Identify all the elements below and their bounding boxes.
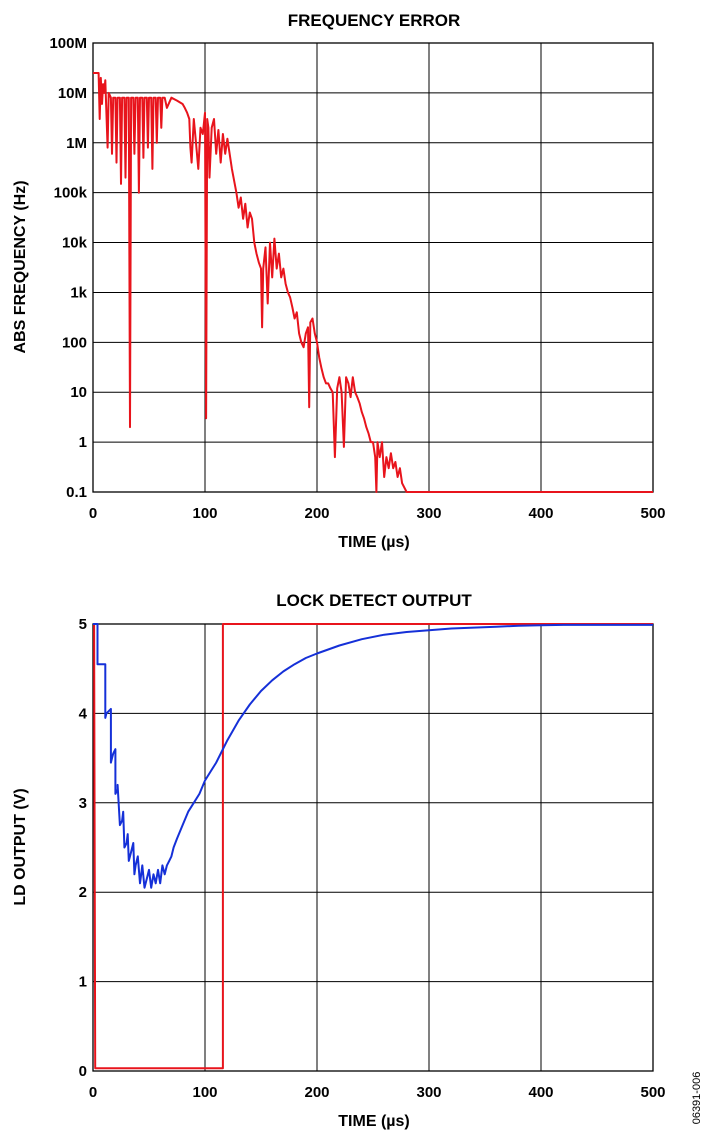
c2-y-tick-label-1: 1 — [79, 974, 87, 991]
c2-y-tick-label-5: 5 — [79, 616, 87, 633]
c1-x-tick-label-0: 0 — [89, 505, 97, 522]
c1-x-tick-label-4: 400 — [528, 505, 553, 522]
c1-y-tick-label-7: 1M — [66, 135, 87, 152]
c2-series-line-1 — [93, 623, 653, 889]
chart2-x-tick-labels: 0 100 200 300 400 500 — [89, 1084, 666, 1101]
chart2-x-axis-label: TIME (µs) — [338, 1113, 409, 1130]
c2-y-tick-label-3: 3 — [79, 795, 87, 812]
c1-x-tick-label-5: 500 — [640, 505, 665, 522]
c1-y-tick-label-9: 100M — [49, 35, 87, 52]
chart1-grid — [93, 43, 653, 492]
c1-series-line-0 — [93, 72, 653, 493]
chart2-series — [93, 623, 653, 1070]
c2-series-line-0 — [93, 623, 653, 1070]
c2-y-tick-label-2: 2 — [79, 884, 87, 901]
c2-x-tick-label-4: 400 — [528, 1084, 553, 1101]
c1-y-tick-label-4: 1k — [70, 284, 87, 301]
c1-x-tick-label-3: 300 — [416, 505, 441, 522]
c1-x-tick-label-1: 100 — [192, 505, 217, 522]
c2-x-tick-label-2: 200 — [304, 1084, 329, 1101]
c1-x-tick-label-2: 200 — [304, 505, 329, 522]
c1-y-tick-label-2: 10 — [70, 384, 87, 401]
chart1-x-axis-label: TIME (µs) — [338, 534, 409, 551]
chart1-x-tick-labels: 0 100 200 300 400 500 — [89, 505, 666, 522]
chart1-plot-frame — [92, 42, 654, 493]
chart2-grid — [93, 624, 653, 1071]
figure-id: 06391-006 — [691, 1072, 703, 1125]
c1-y-tick-label-6: 100k — [54, 185, 88, 202]
c1-y-tick-label-3: 100 — [62, 334, 87, 351]
chart2-plot-frame — [92, 623, 654, 1072]
c1-y-tick-label-5: 10k — [62, 235, 88, 252]
c2-y-tick-label-4: 4 — [79, 705, 88, 722]
chart2-y-tick-labels: 0 1 2 3 4 5 — [79, 616, 88, 1080]
c2-x-tick-label-3: 300 — [416, 1084, 441, 1101]
c2-x-tick-label-1: 100 — [192, 1084, 217, 1101]
c2-x-tick-label-0: 0 — [89, 1084, 97, 1101]
c1-y-tick-label-8: 10M — [58, 85, 87, 102]
chart2-y-axis-label: LD OUTPUT (V) — [12, 788, 29, 905]
chart1-title: FREQUENCY ERROR — [288, 11, 461, 30]
frequency-error-chart: FREQUENCY ERROR 0 100 200 300 400 500 0.1 1 10 1… — [12, 11, 666, 551]
c1-y-tick-label-0: 0.1 — [66, 484, 87, 501]
c2-y-tick-label-0: 0 — [79, 1063, 87, 1080]
c1-y-tick-label-1: 1 — [79, 434, 87, 451]
lock-detect-chart: LOCK DETECT OUTPUT 0 100 200 300 400 500 0 1 2 3… — [12, 591, 666, 1130]
chart1-y-axis-label: ABS FREQUENCY (Hz) — [12, 180, 29, 353]
chart1-y-tick-labels: 0.1 1 10 100 1k 10k 100k 1M 10M 100M — [49, 35, 87, 501]
chart1-series — [93, 72, 653, 493]
chart2-title: LOCK DETECT OUTPUT — [276, 591, 472, 610]
c2-x-tick-label-5: 500 — [640, 1084, 665, 1101]
